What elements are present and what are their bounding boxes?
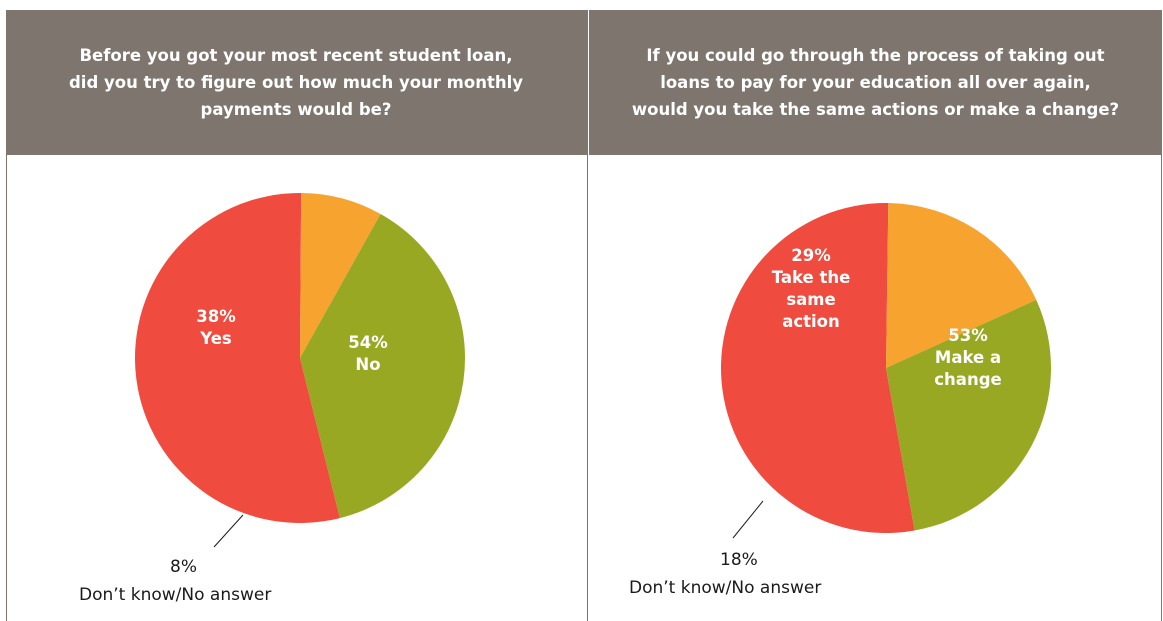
pie1-slice-yes	[300, 213, 466, 519]
pie1-slice-don-t-know-no-answer	[300, 193, 381, 358]
pie1-label-don-t-know-no-answer: 8% Don’t know/No answer	[79, 557, 271, 605]
pie1-slice-no	[134, 193, 340, 524]
pie2-label-don-t-know-no-answer: 18% Don’t know/No answer	[629, 550, 821, 598]
center-divider-line	[587, 155, 588, 621]
right-border-line	[1161, 155, 1162, 621]
pie2-slice-make-a-change	[721, 203, 915, 533]
pie2-label-make-a-change: 53% Make a change	[934, 326, 1001, 389]
pie2-slice-don-t-know-no-answer	[886, 203, 1037, 368]
header-divider	[586, 10, 588, 155]
pie1-label-yes: 38% Yes	[196, 307, 236, 348]
right-chart-title-text: If you could go through the process of t…	[631, 46, 1120, 119]
pie1-label-no: 54% No	[348, 333, 388, 374]
pie2-leader-line	[732, 500, 764, 539]
left-panel: Before you got your most recent student …	[6, 10, 586, 621]
pie2-slice-take-the-same-action	[886, 299, 1051, 531]
right-panel: If you could go through the process of t…	[589, 10, 1162, 621]
pie2-label-take-the-same-action: 29% Take the same action	[772, 246, 851, 331]
pie1-leader-line	[213, 514, 244, 548]
left-border-line	[6, 155, 7, 621]
right-chart-title: If you could go through the process of t…	[589, 10, 1162, 155]
left-chart-title: Before you got your most recent student …	[6, 10, 586, 155]
left-chart-title-text: Before you got your most recent student …	[69, 46, 523, 119]
